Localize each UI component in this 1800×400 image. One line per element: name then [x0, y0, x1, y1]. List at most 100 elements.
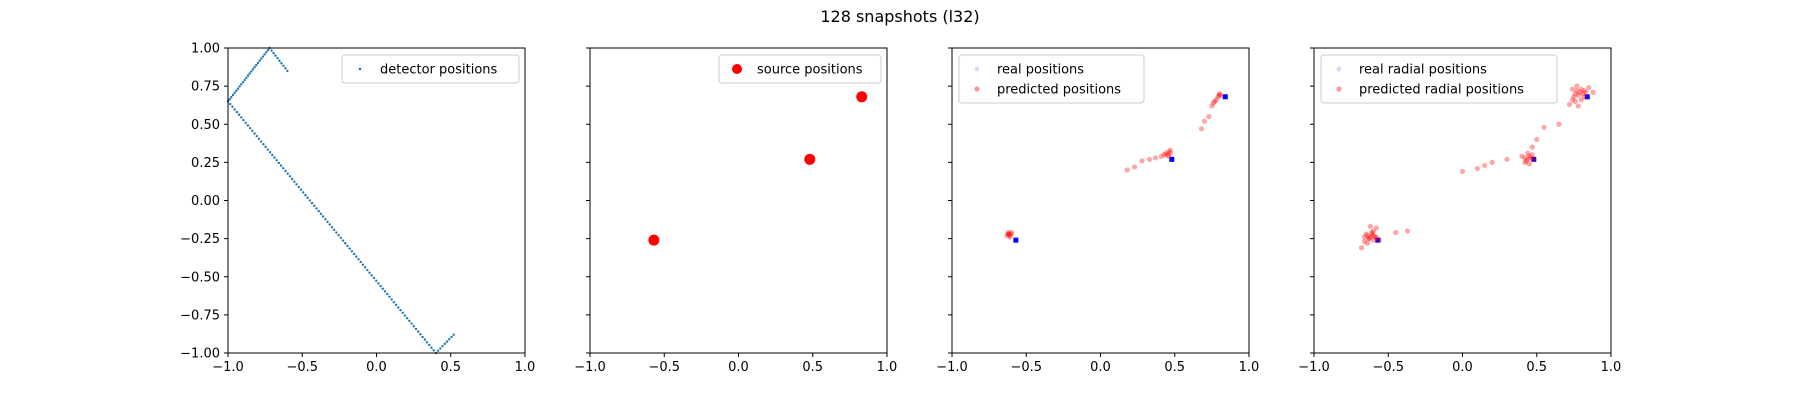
detector-point: [236, 87, 240, 90]
predicted-point: [1575, 103, 1581, 109]
detector-point: [383, 290, 387, 293]
predicted-point: [1569, 86, 1575, 92]
detector-point: [230, 95, 233, 99]
detector-point: [337, 234, 340, 237]
detector-point: [408, 319, 411, 323]
predicted-point: [1373, 225, 1379, 231]
predicted-point: [1008, 229, 1015, 236]
predicted-point: [1586, 85, 1592, 91]
detector-point: [350, 250, 354, 253]
detector-point: [235, 110, 239, 114]
subplot-3: −1.0 −0.5 0.0 0.5 1.0 real positions predicted…: [936, 47, 1260, 375]
predicted-point: [1005, 231, 1012, 237]
detector-point: [397, 306, 400, 309]
predicted-point: [1215, 94, 1221, 100]
y-tick-label: −1.00: [180, 347, 220, 362]
x-tick-label: 0.0: [1452, 360, 1473, 375]
detector-point: [251, 129, 254, 133]
detector-point: [448, 338, 451, 341]
x-tick-label: 1.0: [1239, 360, 1260, 375]
predicted-point: [1578, 97, 1584, 103]
detector-point: [386, 292, 389, 296]
detector-point: [228, 98, 231, 101]
predicted-point: [1361, 239, 1368, 245]
detector-point: [304, 193, 307, 197]
legend: source positions: [718, 54, 882, 84]
detector-point: [263, 53, 266, 56]
predicted-point: [1369, 231, 1375, 237]
detector-point: [293, 180, 296, 183]
x-tick-label: −0.5: [286, 360, 318, 375]
predicted-point: [1569, 97, 1575, 103]
real-point: [1531, 156, 1537, 162]
x-tick-label: 1.0: [515, 360, 536, 375]
predicted-point: [1531, 156, 1537, 162]
predicted-point: [1528, 155, 1534, 161]
legend-marker: [358, 67, 362, 71]
predicted-point: [1367, 223, 1374, 230]
predicted-point: [1577, 89, 1583, 95]
detector-point: [412, 325, 415, 328]
detector-point: [266, 48, 270, 52]
detector-point: [255, 134, 258, 138]
predicted-point: [1376, 237, 1382, 243]
predicted-point: [1361, 234, 1368, 240]
detector-point: [425, 341, 429, 344]
predicted-point: [1580, 91, 1586, 97]
predicted-point: [1404, 228, 1411, 234]
detector-point: [417, 330, 420, 333]
detector-point: [319, 212, 323, 216]
y-tick-label: 0.00: [191, 194, 220, 209]
predicted-point: [1132, 164, 1138, 170]
predicted-point: [1370, 228, 1376, 234]
legend-label: predicted positions: [997, 83, 1121, 98]
legend-label: real radial positions: [1359, 63, 1487, 78]
detector-point: [436, 349, 440, 352]
detector-point: [248, 72, 251, 75]
detector-point: [242, 118, 245, 122]
detector-point: [279, 164, 283, 167]
detector-point: [344, 242, 347, 245]
predicted-point: [1590, 89, 1596, 95]
real-point: [1584, 94, 1590, 100]
legend-marker: [1336, 66, 1342, 72]
predicted-point: [1008, 231, 1015, 237]
legend-marker: [1336, 86, 1342, 92]
detector-point: [284, 169, 287, 173]
detector-point: [301, 191, 305, 194]
detector-point: [306, 196, 309, 199]
detector-point: [366, 268, 369, 272]
detector-point: [392, 300, 396, 304]
predicted-point: [1525, 150, 1531, 156]
detector-point: [286, 69, 289, 73]
detector-point: [240, 83, 243, 86]
legend-label: real positions: [997, 63, 1084, 78]
detector-point: [328, 223, 331, 226]
detector-point: [246, 124, 250, 127]
detector-point: [274, 54, 277, 57]
y-tick-label: 0.75: [191, 80, 220, 95]
real-point: [1375, 237, 1381, 243]
detector-point: [258, 59, 261, 63]
detector-point: [256, 61, 260, 65]
detector-point: [255, 63, 258, 67]
detector-point: [265, 51, 268, 54]
detector-point: [374, 279, 378, 282]
series-real: [1375, 94, 1590, 243]
x-tick-label: −1.0: [212, 360, 244, 375]
predicted-point: [1482, 162, 1488, 169]
subplot-2: −1.0 −0.5 0.0 0.5 1.0 source positions: [574, 47, 897, 375]
detector-point: [419, 333, 422, 336]
predicted-point: [1574, 88, 1580, 94]
figure-title: 128 snapshots (l32): [820, 7, 979, 26]
predicted-point: [1504, 156, 1510, 162]
detector-point: [423, 338, 427, 341]
predicted-point: [1581, 94, 1587, 100]
predicted-point: [1574, 83, 1580, 89]
y-tick-label: 1.00: [191, 42, 220, 57]
series-real: [1013, 94, 1228, 243]
legend: real radial positions predicted radial po…: [1320, 54, 1558, 104]
detector-point: [244, 121, 247, 124]
source-point: [648, 234, 660, 246]
predicted-point: [1370, 237, 1376, 243]
